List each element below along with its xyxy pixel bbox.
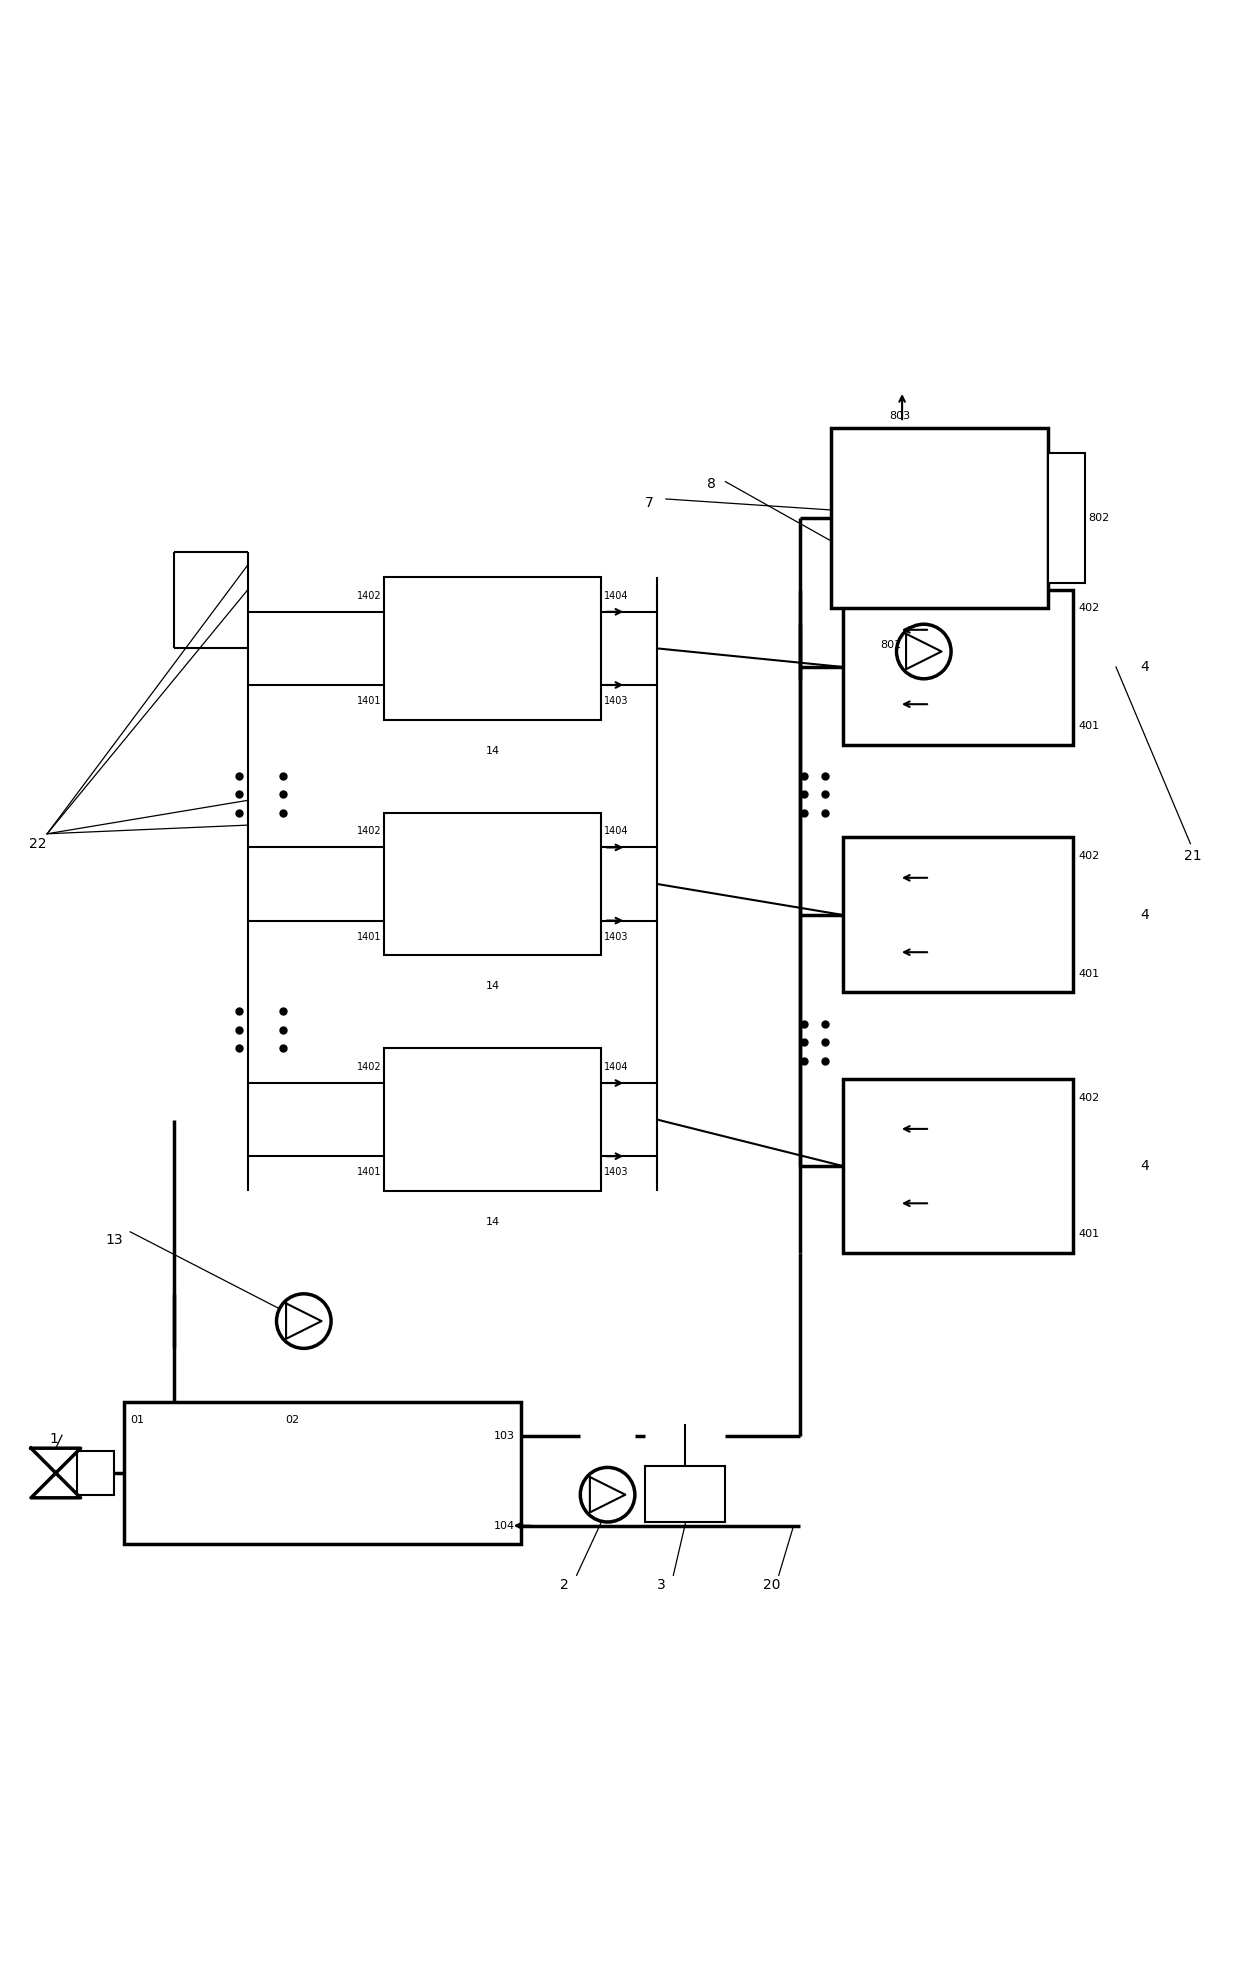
Text: 402: 402 [1079,603,1100,613]
Bar [124,1401,521,1544]
Text: 402: 402 [1079,852,1100,861]
Text: 1404: 1404 [604,826,629,836]
Text: 20: 20 [763,1578,780,1592]
Text: 402: 402 [1079,1094,1100,1104]
Text: 1401: 1401 [357,1167,382,1177]
Text: 1402: 1402 [357,1062,382,1072]
Circle shape [277,1294,331,1348]
Text: 2: 2 [560,1578,569,1592]
Text: 13: 13 [105,1233,123,1247]
Text: 801: 801 [880,641,901,651]
Text: 4: 4 [1141,907,1149,921]
Text: 802: 802 [1089,514,1110,524]
Text: 14: 14 [486,1217,500,1227]
Text: 401: 401 [1079,1229,1100,1239]
Text: 14: 14 [486,981,500,991]
Text: 1403: 1403 [604,1167,629,1177]
Text: 803: 803 [890,411,911,421]
Text: 1404: 1404 [604,1062,629,1072]
Text: 7: 7 [645,496,653,510]
Text: 104: 104 [494,1521,515,1530]
Bar [77,1451,114,1495]
Bar [384,1048,601,1191]
Circle shape [897,623,951,679]
Text: 1402: 1402 [357,826,382,836]
Text: 1402: 1402 [357,592,382,601]
Bar [831,429,1048,607]
Text: 1404: 1404 [604,592,629,601]
Bar [384,578,601,721]
Text: 1: 1 [50,1431,58,1445]
Text: 3: 3 [657,1578,666,1592]
Text: 22: 22 [29,838,46,852]
Text: 14: 14 [486,746,500,756]
Bar [843,1080,1073,1253]
Bar [1048,453,1085,584]
Text: 401: 401 [1079,969,1100,979]
Text: 103: 103 [494,1431,515,1441]
Bar [843,590,1073,744]
Text: 4: 4 [1141,659,1149,675]
Text: 1401: 1401 [357,931,382,941]
Text: 02: 02 [285,1415,299,1425]
Bar [384,812,601,955]
Text: 401: 401 [1079,721,1100,730]
Text: 21: 21 [1184,850,1202,863]
Text: 1401: 1401 [357,697,382,707]
Text: 8: 8 [707,476,715,490]
Bar [645,1467,725,1522]
Text: 1403: 1403 [604,931,629,941]
Text: 4: 4 [1141,1159,1149,1173]
Bar [843,838,1073,992]
Text: 01: 01 [130,1415,144,1425]
Text: 1403: 1403 [604,697,629,707]
Circle shape [580,1467,635,1522]
